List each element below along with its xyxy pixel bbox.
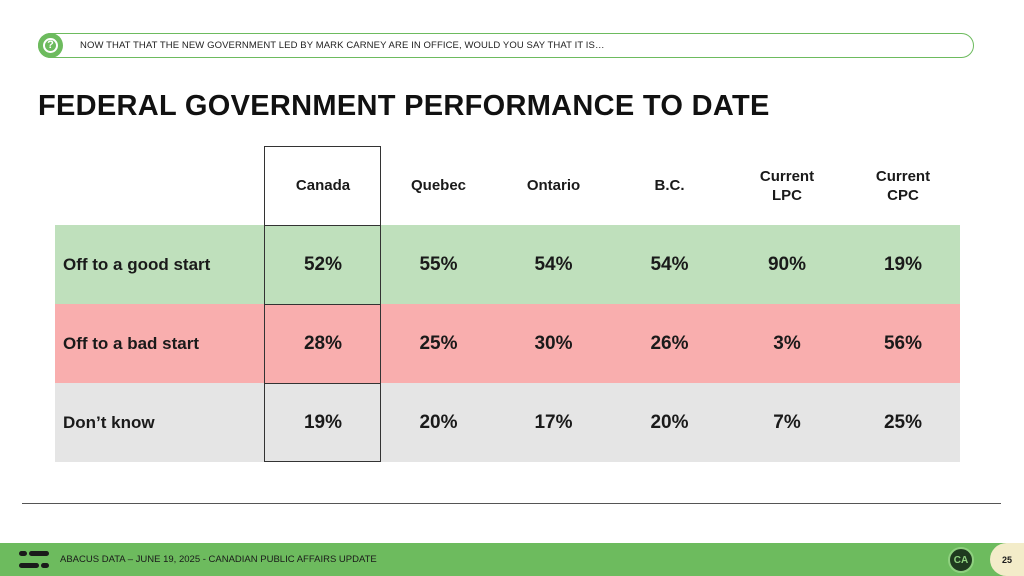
table-row-bad-start: Off to a bad start 28% 25% 30% 26% 3% 56… [55, 304, 960, 383]
footer-divider [22, 503, 1001, 504]
footer-source-text: ABACUS DATA – JUNE 19, 2025 - CANADIAN P… [60, 554, 377, 565]
ca-badge-icon: CA [948, 547, 974, 573]
table-cell: 20% [419, 411, 458, 433]
table-cell: 26% [650, 332, 689, 354]
row-label: Off to a bad start [63, 333, 200, 353]
column-header-current-lpc: Current LPC [759, 167, 815, 204]
table-cell: 52% [303, 253, 343, 275]
question-bar: ? NOW THAT THAT THE NEW GOVERNMENT LED B… [38, 33, 974, 58]
table-cell: 54% [534, 253, 573, 275]
row-label: Off to a good start [63, 254, 211, 274]
abacus-logo-icon [19, 551, 49, 568]
page-number: 25 [1001, 554, 1012, 565]
question-text: NOW THAT THAT THE NEW GOVERNMENT LED BY … [80, 40, 605, 51]
table-cell: 56% [883, 332, 923, 354]
page-number-tab: 25 [990, 543, 1024, 576]
question-icon: ? [38, 33, 63, 58]
footer-bar: ABACUS DATA – JUNE 19, 2025 - CANADIAN P… [0, 543, 1024, 576]
table-cell: 25% [419, 332, 458, 354]
table-row-dont-know: Don’t know 19% 20% 17% 20% 7% 25% [55, 383, 960, 462]
row-label: Don’t know [63, 412, 155, 432]
table-header-row: Canada Quebec Ontario B.C. Current LPC C… [55, 146, 960, 225]
column-header-current-cpc: Current CPC [875, 167, 931, 204]
table-cell: 28% [303, 332, 343, 354]
slide-title: FEDERAL GOVERNMENT PERFORMANCE TO DATE [38, 90, 770, 122]
column-header-canada: Canada [295, 177, 351, 194]
column-header-ontario: Ontario [526, 177, 581, 194]
table-cell: 90% [767, 253, 807, 275]
table-cell: 20% [650, 411, 689, 433]
table-row-good-start: Off to a good start 52% 55% 54% 54% 90% … [55, 225, 960, 304]
table-cell: 19% [883, 253, 923, 275]
column-header-quebec: Quebec [410, 177, 467, 194]
table-cell: 7% [773, 411, 801, 433]
table-cell: 55% [419, 253, 458, 275]
table-cell: 19% [303, 411, 343, 433]
table-cell: 30% [534, 332, 573, 354]
column-header-bc: B.C. [654, 177, 685, 194]
table-cell: 17% [534, 411, 573, 433]
table-cell: 54% [650, 253, 689, 275]
table-cell: 25% [883, 411, 923, 433]
table-cell: 3% [773, 332, 801, 354]
